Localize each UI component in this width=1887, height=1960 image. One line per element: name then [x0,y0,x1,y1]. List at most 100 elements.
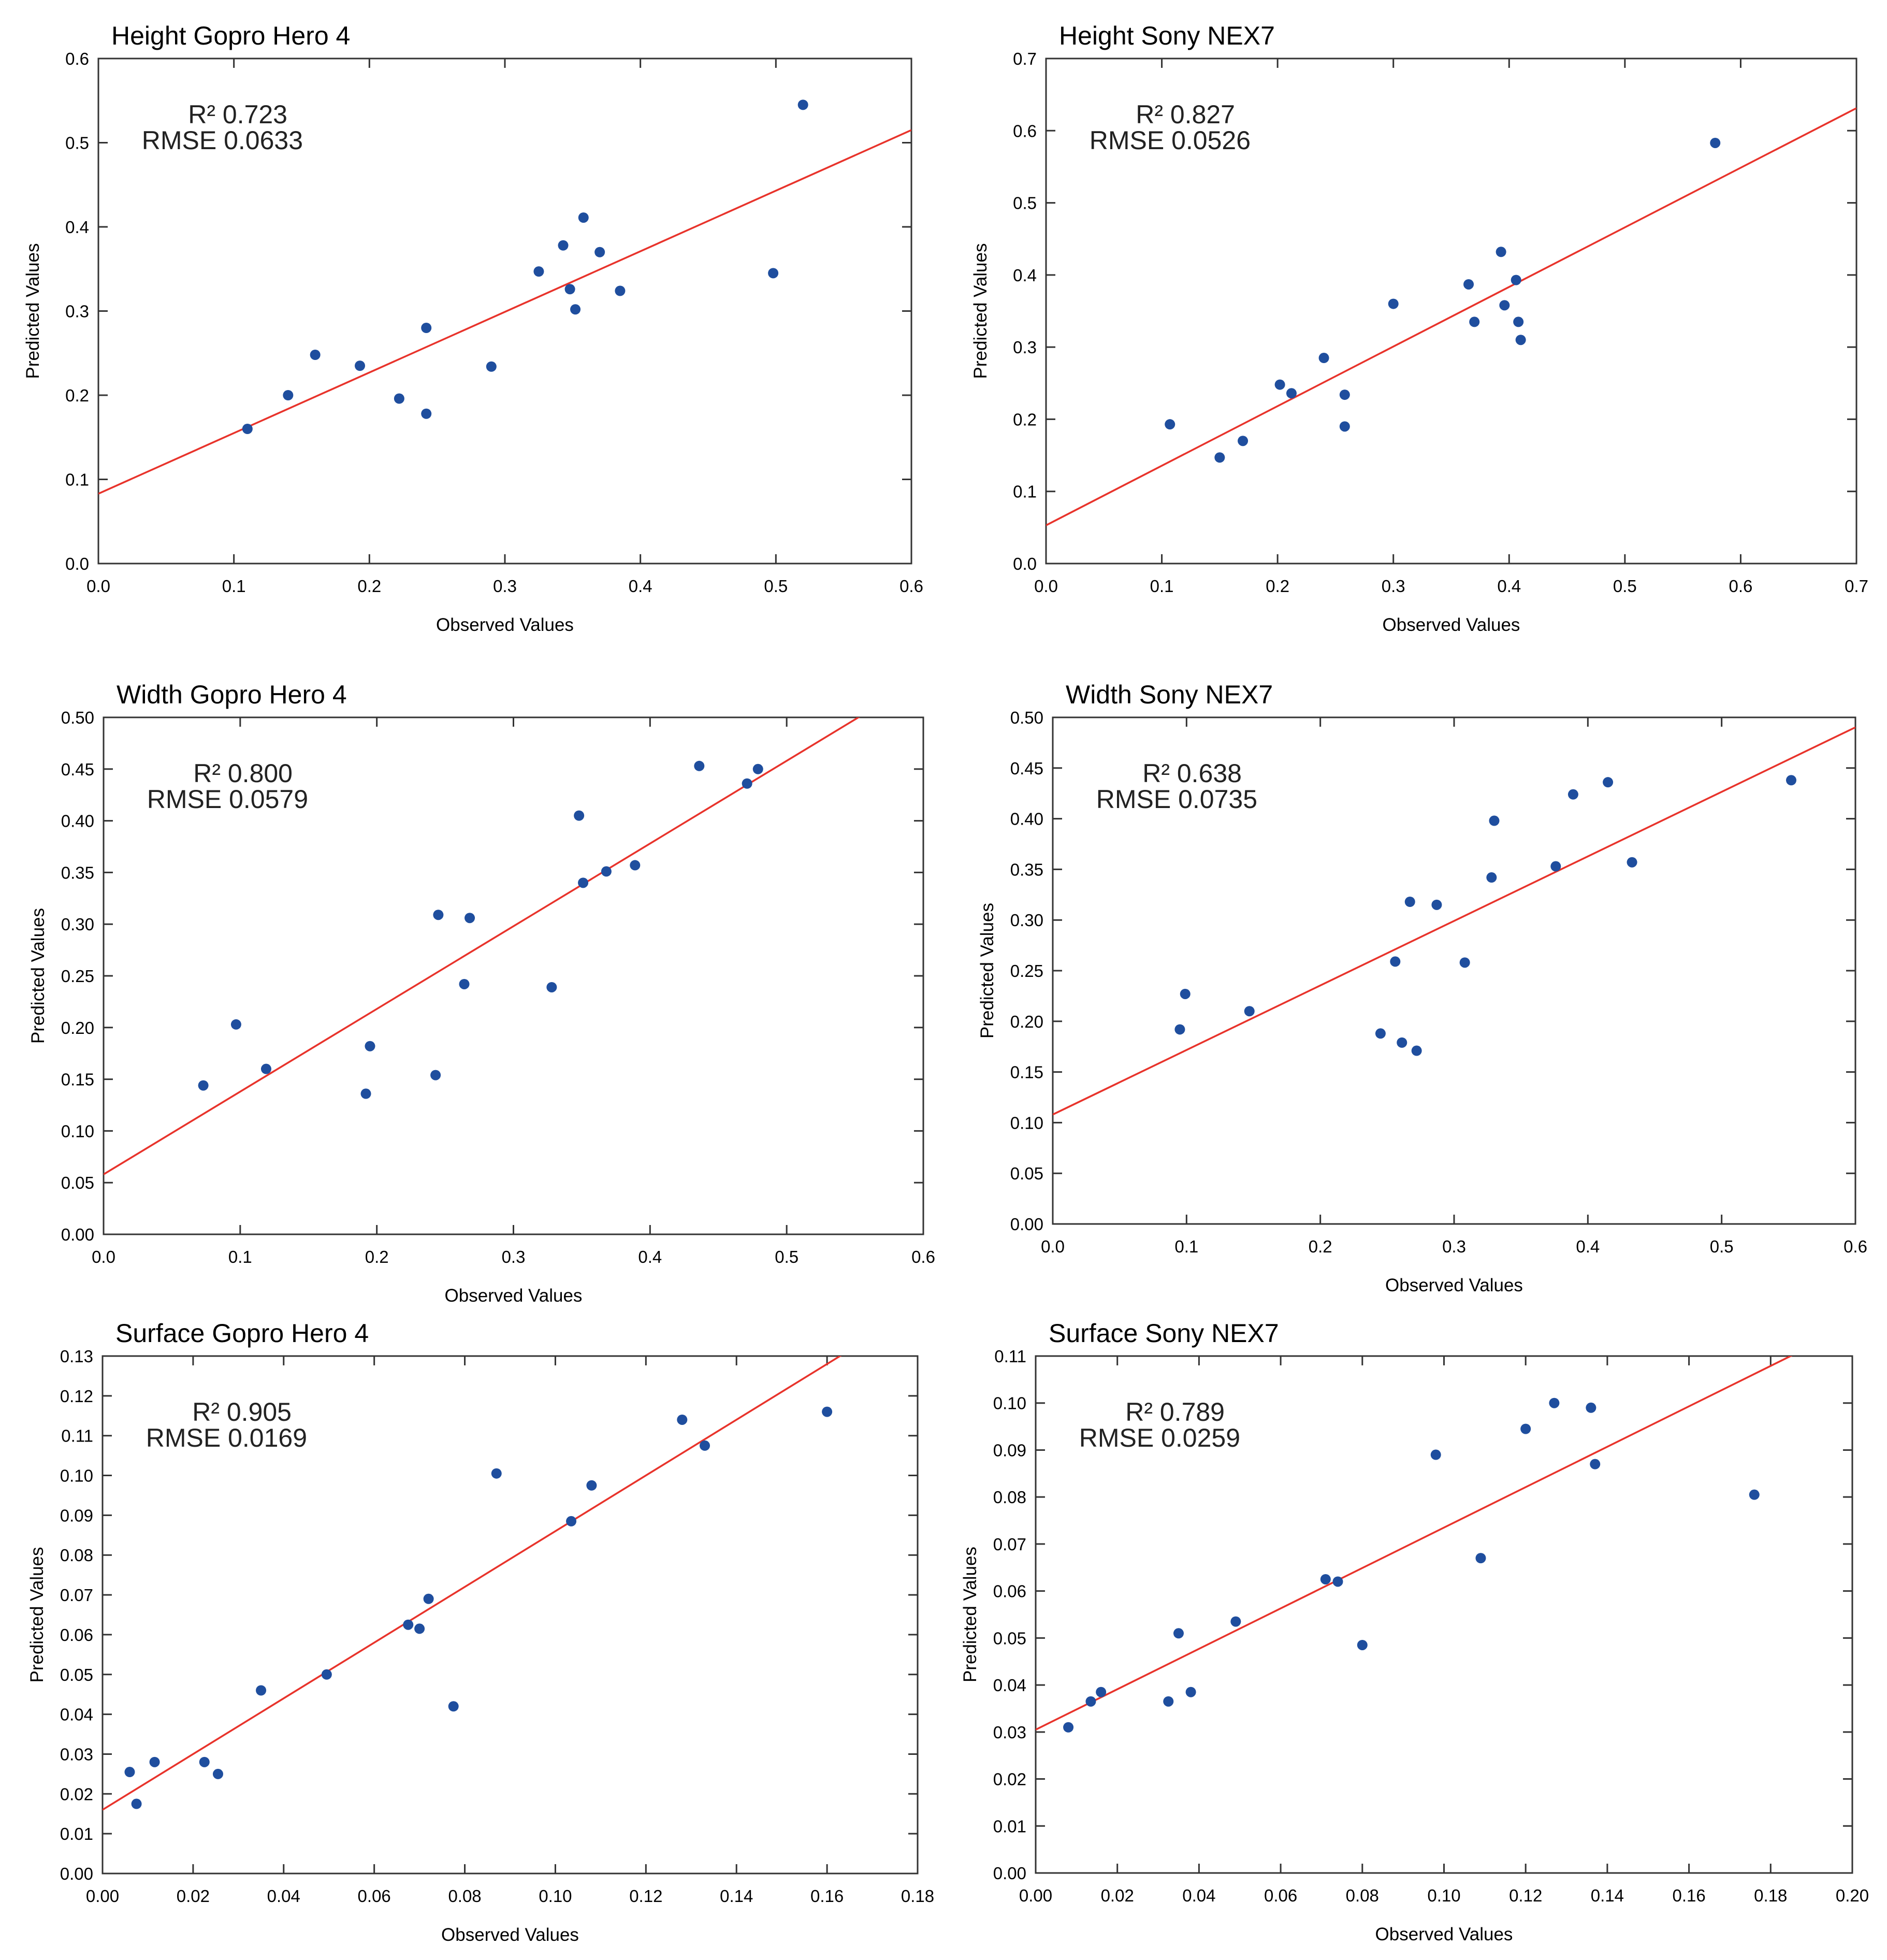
data-point [768,268,779,279]
y-tick-label: 0.4 [1013,266,1037,285]
data-point [1786,775,1796,786]
x-tick-label: 0.0 [1041,1237,1065,1256]
y-tick-label: 0.40 [1010,810,1043,829]
chart-title: Width Sony NEX7 [1066,680,1273,709]
y-tick-label: 0.7 [1013,49,1037,68]
y-tick-label: 0.04 [993,1676,1026,1695]
y-tick-label: 0.0 [1013,554,1037,573]
regression-line [98,129,911,495]
data-point [797,99,808,110]
data-point [421,408,432,419]
x-tick-label: 0.5 [764,577,788,596]
y-tick-label: 0.04 [60,1705,93,1724]
data-point [742,778,752,789]
x-tick-label: 0.3 [1382,577,1405,596]
data-point [256,1685,267,1696]
data-point [586,1480,597,1491]
y-tick-label: 0.08 [993,1488,1026,1507]
x-tick-label: 0.4 [1576,1237,1600,1256]
x-tick-label: 0.08 [1346,1886,1379,1905]
x-tick-label: 0.3 [1442,1237,1466,1256]
chart-panel-4: Width Sony NEX7 0.0 0.1 0.2 0.3 0.4 0.5 0.6 0.00… [977,680,1867,1295]
data-point [421,323,432,333]
data-point [752,763,763,774]
x-tick-label: 0.04 [267,1886,300,1906]
x-tick-label: 0.00 [86,1886,119,1906]
y-tick-label: 0.05 [1010,1164,1043,1183]
y-tick-label: 0.6 [1013,121,1037,140]
data-point [1586,1402,1596,1413]
x-tick-label: 0.1 [1174,1237,1198,1256]
y-axis-label: Predicted Values [977,903,997,1039]
data-point [1085,1696,1096,1707]
data-point [1332,1576,1343,1587]
y-tick-label: 0.09 [60,1506,93,1525]
y-tick-label: 0.10 [61,1121,94,1141]
x-tick-label: 0.6 [899,577,923,596]
x-tick-label: 0.6 [1844,1237,1867,1256]
data-point [491,1468,502,1479]
y-tick-label: 0.50 [61,708,94,727]
x-tick-label: 0.1 [228,1247,252,1266]
y-tick-label: 0.6 [65,49,89,68]
data-point [448,1701,459,1712]
data-point [242,424,253,434]
y-axis-label: Predicted Values [23,243,43,379]
y-tick-label: 0.15 [61,1070,94,1089]
regression-line [104,717,861,1175]
y-tick-label: 0.3 [1013,338,1037,357]
data-point [199,1756,210,1767]
x-tick-label: 0.06 [358,1886,391,1906]
data-point [394,393,404,404]
x-tick-label: 0.00 [1019,1886,1052,1905]
y-tick-label: 0.05 [61,1173,94,1192]
r2-label: R² 0.905 [192,1397,292,1426]
x-tick-label: 0.6 [911,1247,935,1266]
x-tick-label: 0.16 [1672,1886,1705,1905]
y-tick-label: 0.00 [1010,1215,1043,1234]
data-point [1173,1628,1184,1639]
data-point [1339,421,1350,432]
chart-title: Surface Gopro Hero 4 [115,1319,369,1348]
r2-label: R² 0.638 [1142,759,1242,788]
x-tick-label: 0.1 [222,577,246,596]
data-point [601,866,612,877]
data-point [1174,1024,1185,1035]
data-point [1590,1459,1601,1469]
chart-title: Surface Sony NEX7 [1049,1319,1279,1348]
y-tick-label: 0.01 [60,1824,93,1843]
x-tick-label: 0.2 [1266,577,1289,596]
x-tick-label: 0.06 [1264,1886,1297,1905]
y-tick-label: 0.11 [994,1347,1026,1366]
data-point [1397,1037,1407,1048]
data-point [677,1414,688,1425]
data-point [1214,452,1225,463]
y-tick-label: 0.00 [61,1225,94,1244]
y-tick-label: 0.15 [1010,1063,1043,1082]
x-tick-label: 0.3 [502,1247,526,1266]
data-point [365,1041,375,1051]
data-point [1411,1045,1422,1056]
data-point [360,1088,371,1099]
y-tick-label: 0.50 [1010,708,1043,727]
y-tick-label: 0.40 [61,812,94,831]
y-tick-label: 0.07 [993,1535,1026,1554]
regression-line [103,1356,842,1811]
data-point [260,1063,271,1074]
data-point [578,212,589,223]
y-tick-label: 0.03 [993,1723,1026,1742]
data-point [414,1623,425,1634]
data-point [546,982,557,992]
x-tick-label: 0.6 [1729,577,1752,596]
data-point [1357,1639,1368,1650]
x-tick-label: 0.4 [1497,577,1521,596]
data-point [283,390,294,400]
data-point [1549,1397,1560,1408]
x-tick-label: 0.12 [629,1886,662,1906]
y-axis-label: Predicted Values [960,1547,980,1682]
data-point [1404,896,1415,907]
y-tick-label: 0.1 [1013,482,1037,501]
r2-label: R² 0.789 [1125,1397,1225,1426]
x-tick-label: 0.2 [1309,1237,1332,1256]
